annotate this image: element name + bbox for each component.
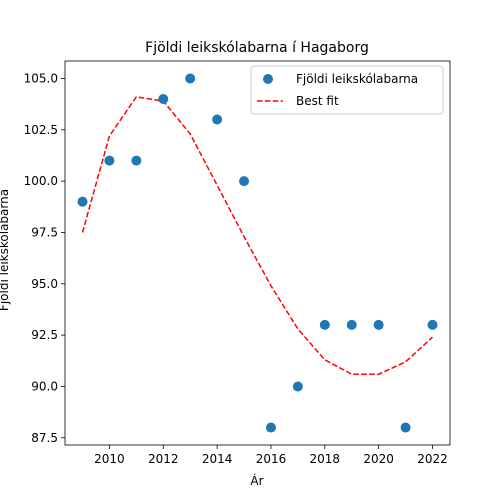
- y-tick-label: 102.5: [24, 123, 58, 137]
- scatter-point: [158, 93, 169, 104]
- scatter-point: [185, 73, 196, 84]
- y-tick-label: 92.5: [31, 328, 58, 342]
- y-axis-label: Fjöldi leikskólabarna: [0, 189, 11, 311]
- legend-label-line: Best fit: [296, 94, 339, 108]
- legend: Fjöldi leikskólabarna Best fit: [250, 65, 444, 115]
- y-axis: 87.5 90.0 92.5 95.0 97.5 100.0 102.5 105.0: [24, 71, 65, 445]
- x-tick-label: 2014: [202, 452, 233, 466]
- legend-label-scatter: Fjöldi leikskólabarna: [296, 72, 418, 86]
- x-tick-label: 2018: [310, 452, 341, 466]
- scatter-point: [427, 319, 438, 330]
- y-tick-label: 97.5: [31, 225, 58, 239]
- scatter-point: [346, 319, 357, 330]
- y-tick-label: 87.5: [31, 431, 58, 445]
- scatter-point: [265, 422, 276, 433]
- x-tick-label: 2020: [363, 452, 394, 466]
- scatter-point: [373, 319, 384, 330]
- chart-title: Fjöldi leikskólabarna í Hagaborg: [145, 40, 369, 56]
- y-tick-label: 95.0: [31, 277, 58, 291]
- scatter-point: [77, 196, 88, 207]
- axes-frame: [64, 60, 451, 446]
- scatter-point: [319, 319, 330, 330]
- scatter-point: [131, 155, 142, 166]
- scatter-point: [239, 176, 250, 187]
- scatter-point: [400, 422, 411, 433]
- x-axis: 2010 2012 2014 2016 2018 2020 2022: [94, 445, 448, 466]
- scatter-point: [292, 381, 303, 392]
- y-tick-label: 105.0: [24, 71, 58, 85]
- best-fit-line: [81, 96, 434, 375]
- x-tick-label: 2016: [256, 452, 287, 466]
- legend-frame: [250, 65, 444, 115]
- scatter-point: [104, 155, 115, 166]
- scatter-point: [212, 114, 223, 125]
- x-axis-label: Ár: [250, 473, 263, 488]
- legend-marker-scatter: [263, 74, 273, 84]
- x-tick-label: 2012: [148, 452, 179, 466]
- plot-area: [64, 60, 451, 446]
- x-tick-label: 2022: [417, 452, 448, 466]
- x-tick-label: 2010: [94, 452, 125, 466]
- y-tick-label: 90.0: [31, 379, 58, 393]
- y-tick-label: 100.0: [24, 174, 58, 188]
